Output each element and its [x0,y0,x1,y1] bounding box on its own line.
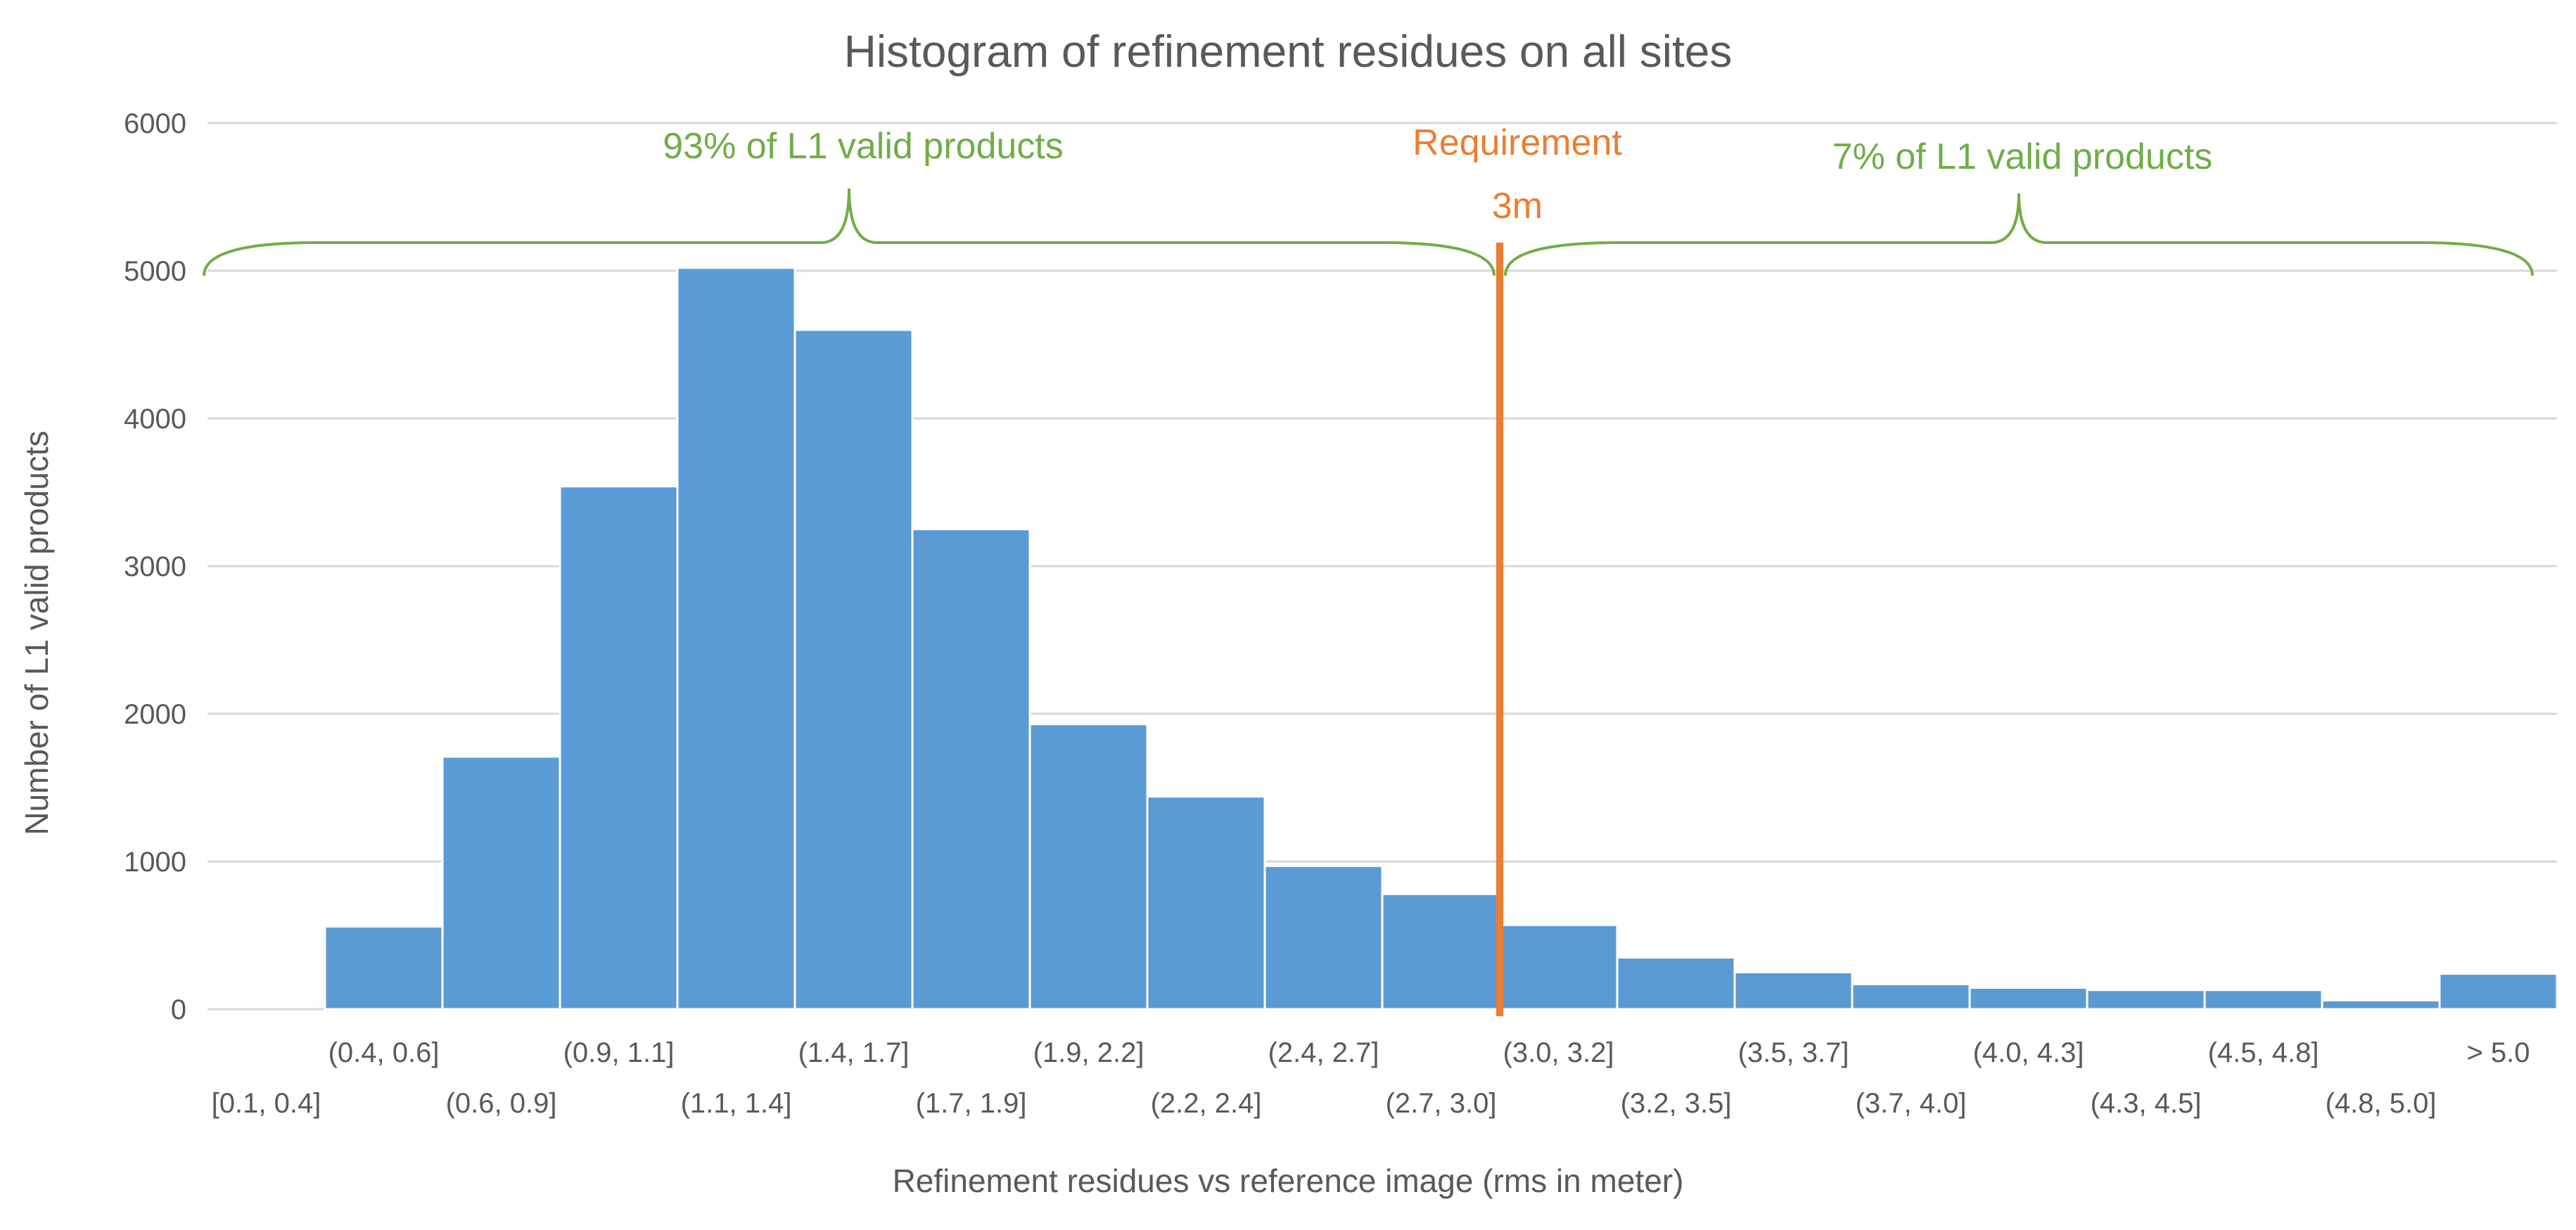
bars [324,267,2558,1011]
y-tick-label: 5000 [124,256,186,287]
histogram-bar [1616,956,1736,1011]
histogram-bar [793,328,914,1011]
histogram-bar [1263,864,1384,1011]
category-label: (2.7, 3.0] [1386,1088,1497,1119]
y-axis-title: Number of L1 valid products [18,430,55,835]
histogram-bar [324,925,444,1011]
category-label: (0.9, 1.1] [563,1037,675,1068]
category-label: (3.0, 3.2] [1503,1037,1614,1068]
histogram-bar [1028,723,1149,1011]
left-brace [203,188,1496,276]
requirement-value-label: 3m [1492,186,1543,226]
histogram-bar [1381,892,1501,1011]
histogram-bar [1851,982,1971,1011]
category-label: (0.4, 0.6] [329,1037,440,1068]
histogram-bar [1733,971,1854,1011]
y-tick-label: 0 [171,994,186,1025]
category-label: (3.5, 3.7] [1738,1037,1849,1068]
category-label: (4.5, 4.8] [2208,1037,2319,1068]
right-share-label: 7% of L1 valid products [1832,136,2213,177]
category-label: (2.2, 2.4] [1151,1088,1262,1119]
requirement-label: Requirement [1413,122,1622,163]
histogram-bar [2321,999,2441,1011]
category-label: (4.0, 4.3] [1973,1037,2084,1068]
category-labels: [0.1, 0.4] (0.4, 0.6](0.6, 0.9](0.9, 1.1]… [212,1037,2530,1119]
chart-title: Histogram of refinement residues on all … [844,26,1733,77]
y-tick-label: 3000 [124,551,186,582]
category-label: > 5.0 [2466,1037,2530,1068]
category-label: (1.9, 2.2] [1033,1037,1144,1068]
category-label: (0.6, 0.9] [446,1088,557,1119]
right-brace [1504,193,2534,276]
y-tick-label: 4000 [124,404,186,435]
y-tick-label: 1000 [124,847,186,878]
histogram-bar [911,528,1031,1011]
histogram-bar [2086,989,2206,1011]
category-label: (3.2, 3.5] [1621,1088,1732,1119]
category-label: (3.7, 4.0] [1856,1088,1967,1119]
histogram-bar [1146,795,1266,1011]
x-axis-title: Refinement residues vs reference image (… [893,1162,1684,1199]
left-share-label: 93% of L1 valid products [663,126,1063,167]
histogram-bar [2203,989,2323,1011]
histogram-bar [1968,987,2089,1011]
y-tick-label: 2000 [124,699,186,730]
category-label: (1.4, 1.7] [798,1037,910,1068]
y-tick-label: 6000 [124,108,186,139]
annotations: 93% of L1 valid products 7% of L1 valid … [203,122,2534,1016]
category-label: [0.1, 0.4] [212,1088,321,1119]
category-label: (1.1, 1.4] [681,1088,792,1119]
category-label: (4.3, 4.5] [2091,1088,2202,1119]
category-label: (2.4, 2.7] [1268,1037,1379,1068]
category-label: (1.7, 1.9] [916,1088,1027,1119]
histogram-bar [2438,973,2558,1011]
histogram-bar [1498,923,1619,1011]
category-label: (4.8, 5.0] [2326,1088,2437,1119]
histogram-bar [559,485,679,1011]
histogram-bar [441,755,561,1011]
histogram-bar [676,267,796,1011]
y-tick-labels: 0 1000 2000 3000 4000 5000 6000 [124,108,186,1025]
